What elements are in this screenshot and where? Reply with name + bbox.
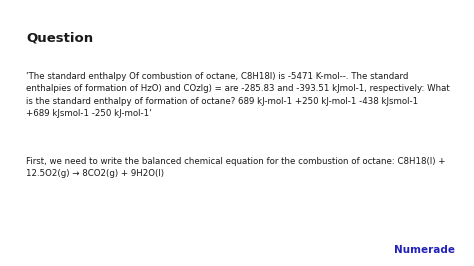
- Text: First, we need to write the balanced chemical equation for the combustion of oct: First, we need to write the balanced che…: [26, 157, 446, 178]
- Text: Question: Question: [26, 32, 93, 45]
- Text: Numerade: Numerade: [394, 245, 455, 255]
- Text: 'The standard enthalpy Of combustion of octane, C8H18l) is -5471 K-mol--. The st: 'The standard enthalpy Of combustion of …: [26, 72, 450, 118]
